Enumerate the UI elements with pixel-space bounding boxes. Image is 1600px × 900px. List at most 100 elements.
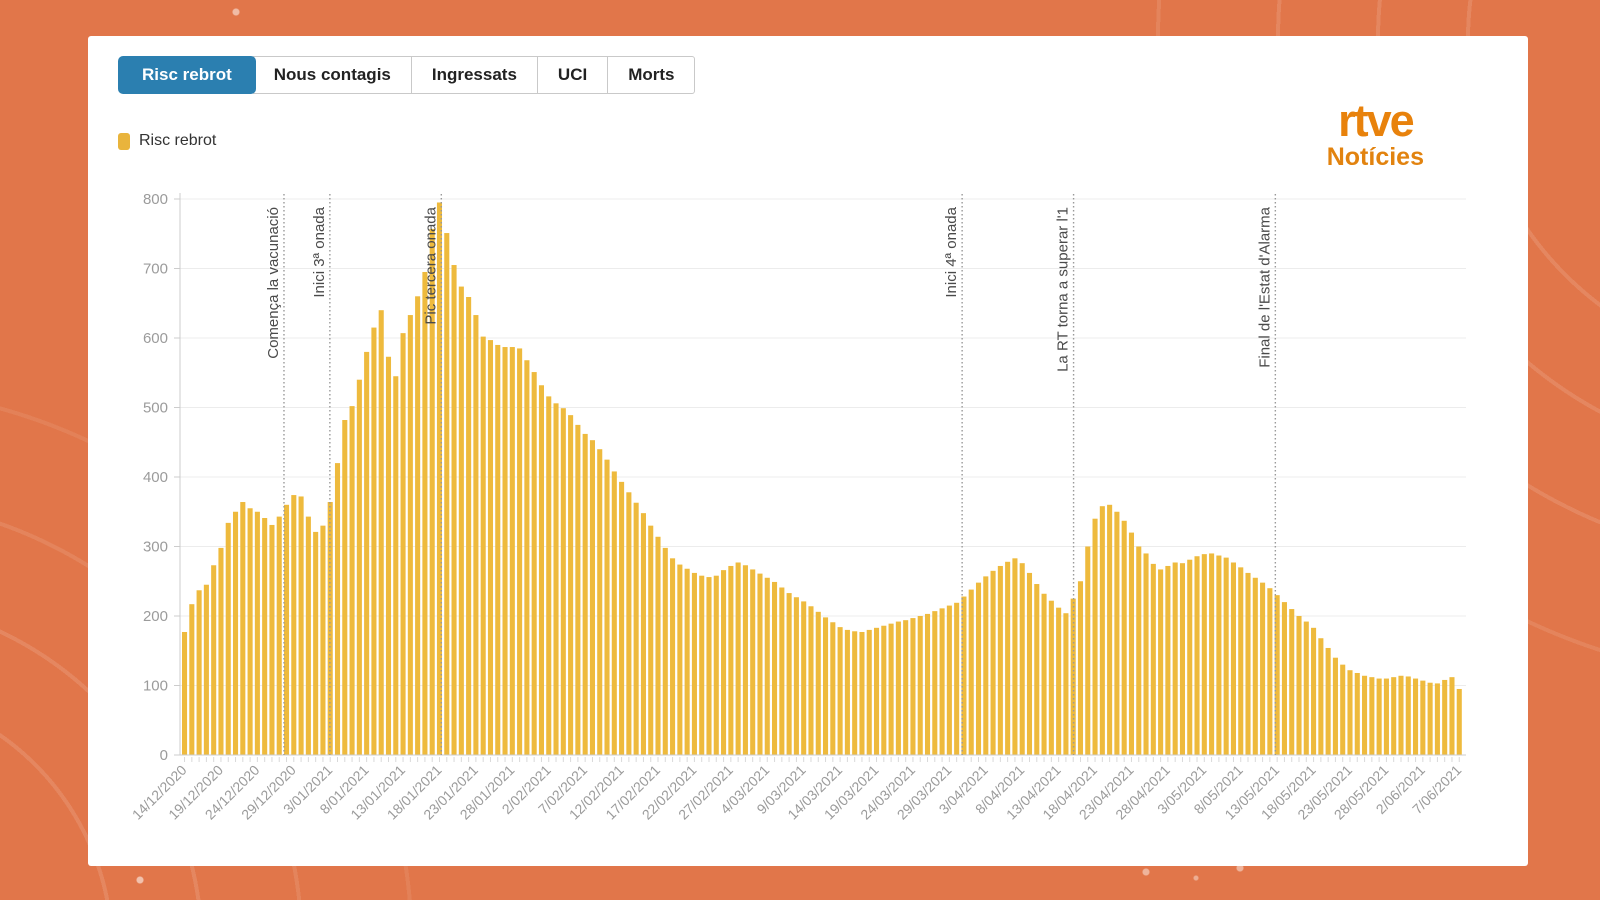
- bar[interactable]: [954, 602, 960, 755]
- bar[interactable]: [407, 315, 413, 755]
- bar[interactable]: [691, 572, 697, 755]
- bar[interactable]: [611, 471, 617, 755]
- bar[interactable]: [393, 376, 399, 755]
- bar[interactable]: [990, 570, 996, 755]
- bar[interactable]: [866, 629, 872, 755]
- bar[interactable]: [1252, 577, 1258, 755]
- bar[interactable]: [924, 613, 931, 755]
- bar[interactable]: [276, 516, 282, 755]
- bar[interactable]: [706, 577, 712, 755]
- tab-risc-rebrot[interactable]: Risc rebrot: [118, 56, 256, 94]
- bar[interactable]: [1099, 506, 1105, 755]
- bar[interactable]: [1223, 557, 1229, 755]
- bar[interactable]: [684, 568, 690, 755]
- bar[interactable]: [546, 396, 552, 755]
- bar[interactable]: [1354, 672, 1360, 755]
- bar[interactable]: [575, 424, 581, 756]
- bar[interactable]: [721, 570, 727, 755]
- bar[interactable]: [1289, 609, 1295, 755]
- bar[interactable]: [917, 616, 923, 755]
- bar[interactable]: [713, 575, 719, 755]
- bar[interactable]: [1281, 602, 1287, 755]
- bar[interactable]: [203, 584, 209, 755]
- bar[interactable]: [1238, 567, 1244, 755]
- bar[interactable]: [1005, 561, 1011, 755]
- bar[interactable]: [517, 348, 523, 755]
- bar[interactable]: [1405, 676, 1411, 755]
- bar[interactable]: [473, 315, 479, 755]
- bar[interactable]: [444, 233, 450, 756]
- bar[interactable]: [262, 518, 268, 755]
- bar[interactable]: [619, 481, 625, 755]
- bar[interactable]: [597, 449, 603, 755]
- bar[interactable]: [968, 589, 974, 755]
- bar[interactable]: [531, 372, 537, 755]
- bar[interactable]: [1070, 598, 1076, 756]
- bar[interactable]: [553, 403, 559, 755]
- tab-ingressats[interactable]: Ingressats: [411, 56, 538, 94]
- bar[interactable]: [298, 496, 304, 755]
- bar[interactable]: [1107, 504, 1113, 755]
- bar[interactable]: [247, 508, 253, 755]
- bar[interactable]: [429, 228, 435, 755]
- bar[interactable]: [1114, 511, 1120, 755]
- bar[interactable]: [764, 577, 770, 755]
- bar[interactable]: [895, 621, 901, 755]
- bar[interactable]: [1311, 627, 1317, 755]
- bar[interactable]: [1201, 554, 1207, 755]
- bar[interactable]: [903, 620, 909, 755]
- bar[interactable]: [1245, 572, 1251, 755]
- bar[interactable]: [815, 611, 821, 755]
- bar[interactable]: [422, 271, 428, 755]
- bar[interactable]: [779, 587, 785, 756]
- bar[interactable]: [640, 513, 646, 755]
- bar[interactable]: [1128, 532, 1135, 755]
- bar[interactable]: [305, 516, 311, 755]
- bar[interactable]: [560, 408, 566, 755]
- bar[interactable]: [385, 356, 392, 755]
- bar[interactable]: [1296, 616, 1302, 755]
- bar[interactable]: [1092, 518, 1098, 755]
- bar[interactable]: [1376, 678, 1382, 755]
- bar[interactable]: [1158, 569, 1164, 755]
- bar[interactable]: [1267, 588, 1273, 755]
- bar[interactable]: [509, 347, 515, 755]
- bar[interactable]: [1442, 679, 1448, 755]
- bar[interactable]: [182, 631, 188, 755]
- bar[interactable]: [881, 625, 887, 755]
- bar[interactable]: [1179, 563, 1185, 755]
- bar[interactable]: [291, 495, 297, 755]
- bar[interactable]: [946, 605, 952, 755]
- bar[interactable]: [801, 601, 807, 755]
- bar[interactable]: [888, 623, 894, 755]
- bar[interactable]: [1383, 678, 1389, 755]
- bar[interactable]: [1449, 677, 1455, 755]
- bar[interactable]: [1456, 688, 1462, 755]
- bar[interactable]: [1260, 582, 1266, 755]
- bar[interactable]: [1136, 546, 1142, 756]
- bar[interactable]: [662, 547, 668, 755]
- bar[interactable]: [225, 522, 231, 755]
- bar[interactable]: [699, 575, 705, 755]
- bar[interactable]: [1332, 657, 1338, 755]
- bar[interactable]: [939, 608, 945, 755]
- bar[interactable]: [283, 504, 290, 755]
- bar[interactable]: [218, 547, 224, 755]
- tab-morts[interactable]: Morts: [608, 56, 696, 94]
- bar[interactable]: [1063, 613, 1069, 755]
- bar[interactable]: [1434, 683, 1440, 755]
- bar[interactable]: [342, 420, 348, 755]
- bar[interactable]: [1121, 520, 1127, 755]
- bar[interactable]: [648, 525, 654, 755]
- bar[interactable]: [1034, 584, 1040, 755]
- bar[interactable]: [232, 511, 239, 755]
- bar[interactable]: [1340, 664, 1346, 755]
- bar[interactable]: [189, 604, 195, 755]
- bar[interactable]: [196, 590, 202, 755]
- bar[interactable]: [589, 440, 595, 755]
- bar[interactable]: [750, 569, 756, 755]
- bar[interactable]: [1347, 670, 1353, 755]
- bar[interactable]: [1427, 682, 1433, 755]
- bar[interactable]: [1274, 595, 1280, 755]
- bar[interactable]: [837, 627, 843, 755]
